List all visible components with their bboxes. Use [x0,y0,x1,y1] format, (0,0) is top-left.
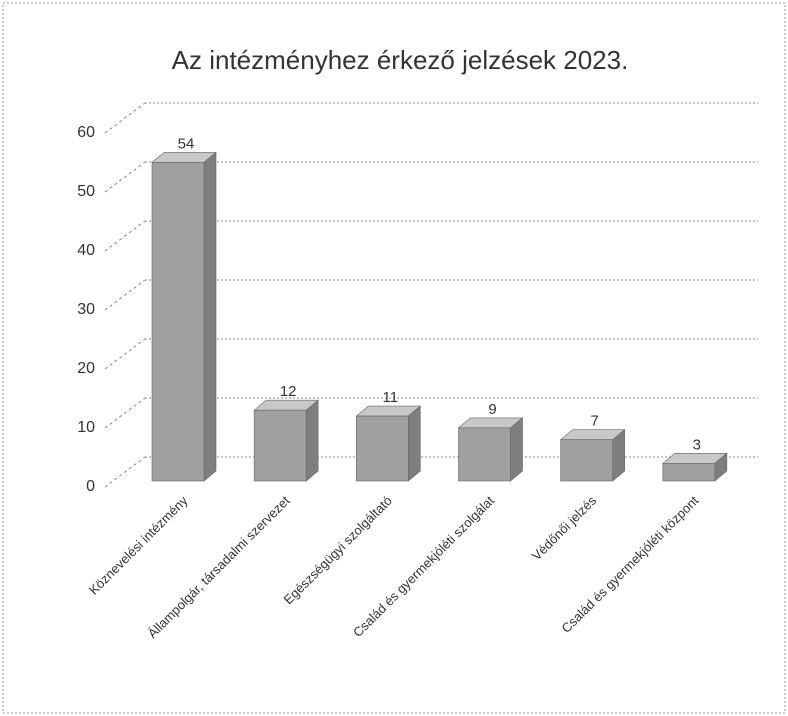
y-tick-label: 10 [77,419,95,436]
bar-front [458,427,511,482]
chart-title: Az intézményhez érkező jelzések 2023. [172,45,629,75]
x-tick-label: Védőnői jelzés [529,493,600,564]
x-tick-label: Egészségügyi szolgáltató [281,493,395,607]
data-label: 7 [590,413,598,430]
grid-diagonal [104,338,146,370]
y-tick-label: 20 [77,360,95,377]
y-tick-label: 40 [77,242,95,259]
grid-diagonal [104,279,146,311]
grid-diagonal [104,456,146,488]
bar-face [203,151,217,482]
data-label: 54 [178,135,195,152]
x-tick-label: Köznevelési intézmény [86,493,191,598]
grid-diagonal [104,161,146,193]
bar-front [356,415,409,482]
grid-diagonal [104,220,146,252]
grid-diagonal [104,397,146,429]
data-label: 11 [383,389,399,406]
data-label: 3 [693,436,701,453]
bar-front [560,439,613,482]
bar-face [408,405,421,482]
bar-face [510,417,523,482]
bar-front [662,462,716,482]
bar-front [151,162,205,482]
bar [559,429,626,482]
data-label: 9 [488,401,496,418]
data-label: 12 [280,383,297,400]
y-tick-label: 60 [77,124,95,141]
y-tick-label: 30 [77,301,95,318]
bar-front [253,409,307,482]
y-tick-label: 0 [86,478,95,495]
bar [457,417,524,482]
grid-diagonal [104,102,146,134]
bar-face [305,399,319,482]
bar [151,151,217,482]
bar [253,399,319,482]
bar [355,405,422,482]
y-tick-label: 50 [77,183,95,200]
bar [662,452,728,482]
